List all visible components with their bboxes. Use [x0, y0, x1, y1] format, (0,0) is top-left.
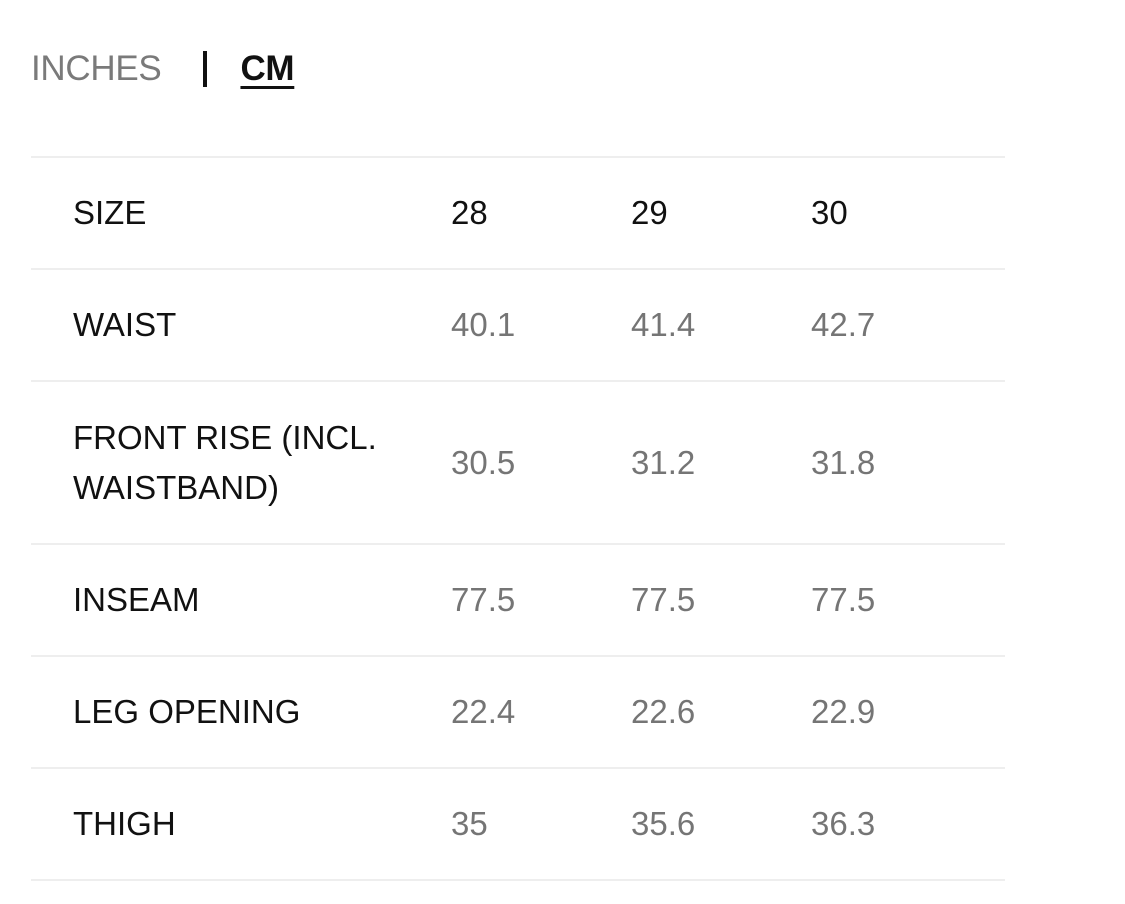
table-cell: 77.5 — [811, 581, 876, 618]
size-chart-table: SIZE 28 29 30 WAIST 40.1 41.4 42.7 FRONT… — [31, 156, 1005, 881]
unit-toggle: INCHES CM — [31, 46, 295, 92]
row-label-line: FRONT RISE (INCL. — [73, 418, 377, 456]
table-row-leg-opening: LEG OPENING 22.4 22.6 22.9 — [31, 656, 1005, 768]
cm-toggle[interactable]: CM — [240, 49, 295, 88]
table-row-waist: WAIST 40.1 41.4 42.7 — [31, 269, 1005, 381]
table-cell: 22.6 — [631, 693, 696, 730]
table-cell: 77.5 — [631, 581, 696, 618]
column-header-29: 29 — [631, 194, 668, 231]
table-cell: 31.2 — [631, 443, 696, 481]
table-cell: 41.4 — [631, 306, 696, 343]
table-header-row: SIZE 28 29 30 — [31, 157, 1005, 269]
table-cell: 40.1 — [451, 306, 516, 343]
row-label: FRONT RISE (INCL. WAISTBAND) — [31, 381, 451, 544]
table-row-front-rise: FRONT RISE (INCL. WAISTBAND) 30.5 31.2 31… — [31, 381, 1005, 544]
table-cell: 30.5 — [451, 443, 516, 481]
column-header-30: 30 — [811, 194, 848, 231]
table-cell: 77.5 — [451, 581, 516, 618]
row-label: WAIST — [73, 306, 177, 343]
row-label: LEG OPENING — [73, 693, 301, 730]
table-cell: 42.7 — [811, 306, 876, 343]
unit-separator — [203, 51, 208, 87]
table-cell: 35.6 — [631, 805, 696, 842]
column-header-size: SIZE — [73, 194, 147, 231]
table-cell: 22.4 — [451, 693, 516, 730]
table-cell: 35 — [451, 805, 488, 842]
table-cell: 31.8 — [811, 443, 876, 481]
inches-toggle[interactable]: INCHES — [31, 49, 162, 88]
table-row-thigh: THIGH 35 35.6 36.3 — [31, 768, 1005, 880]
table-row-inseam: INSEAM 77.5 77.5 77.5 — [31, 544, 1005, 656]
row-label-line: WAISTBAND) — [73, 468, 279, 506]
row-label: THIGH — [73, 805, 176, 842]
table-cell: 22.9 — [811, 693, 876, 730]
column-header-28: 28 — [451, 194, 488, 231]
row-label: INSEAM — [73, 581, 200, 618]
table-cell: 36.3 — [811, 805, 876, 842]
